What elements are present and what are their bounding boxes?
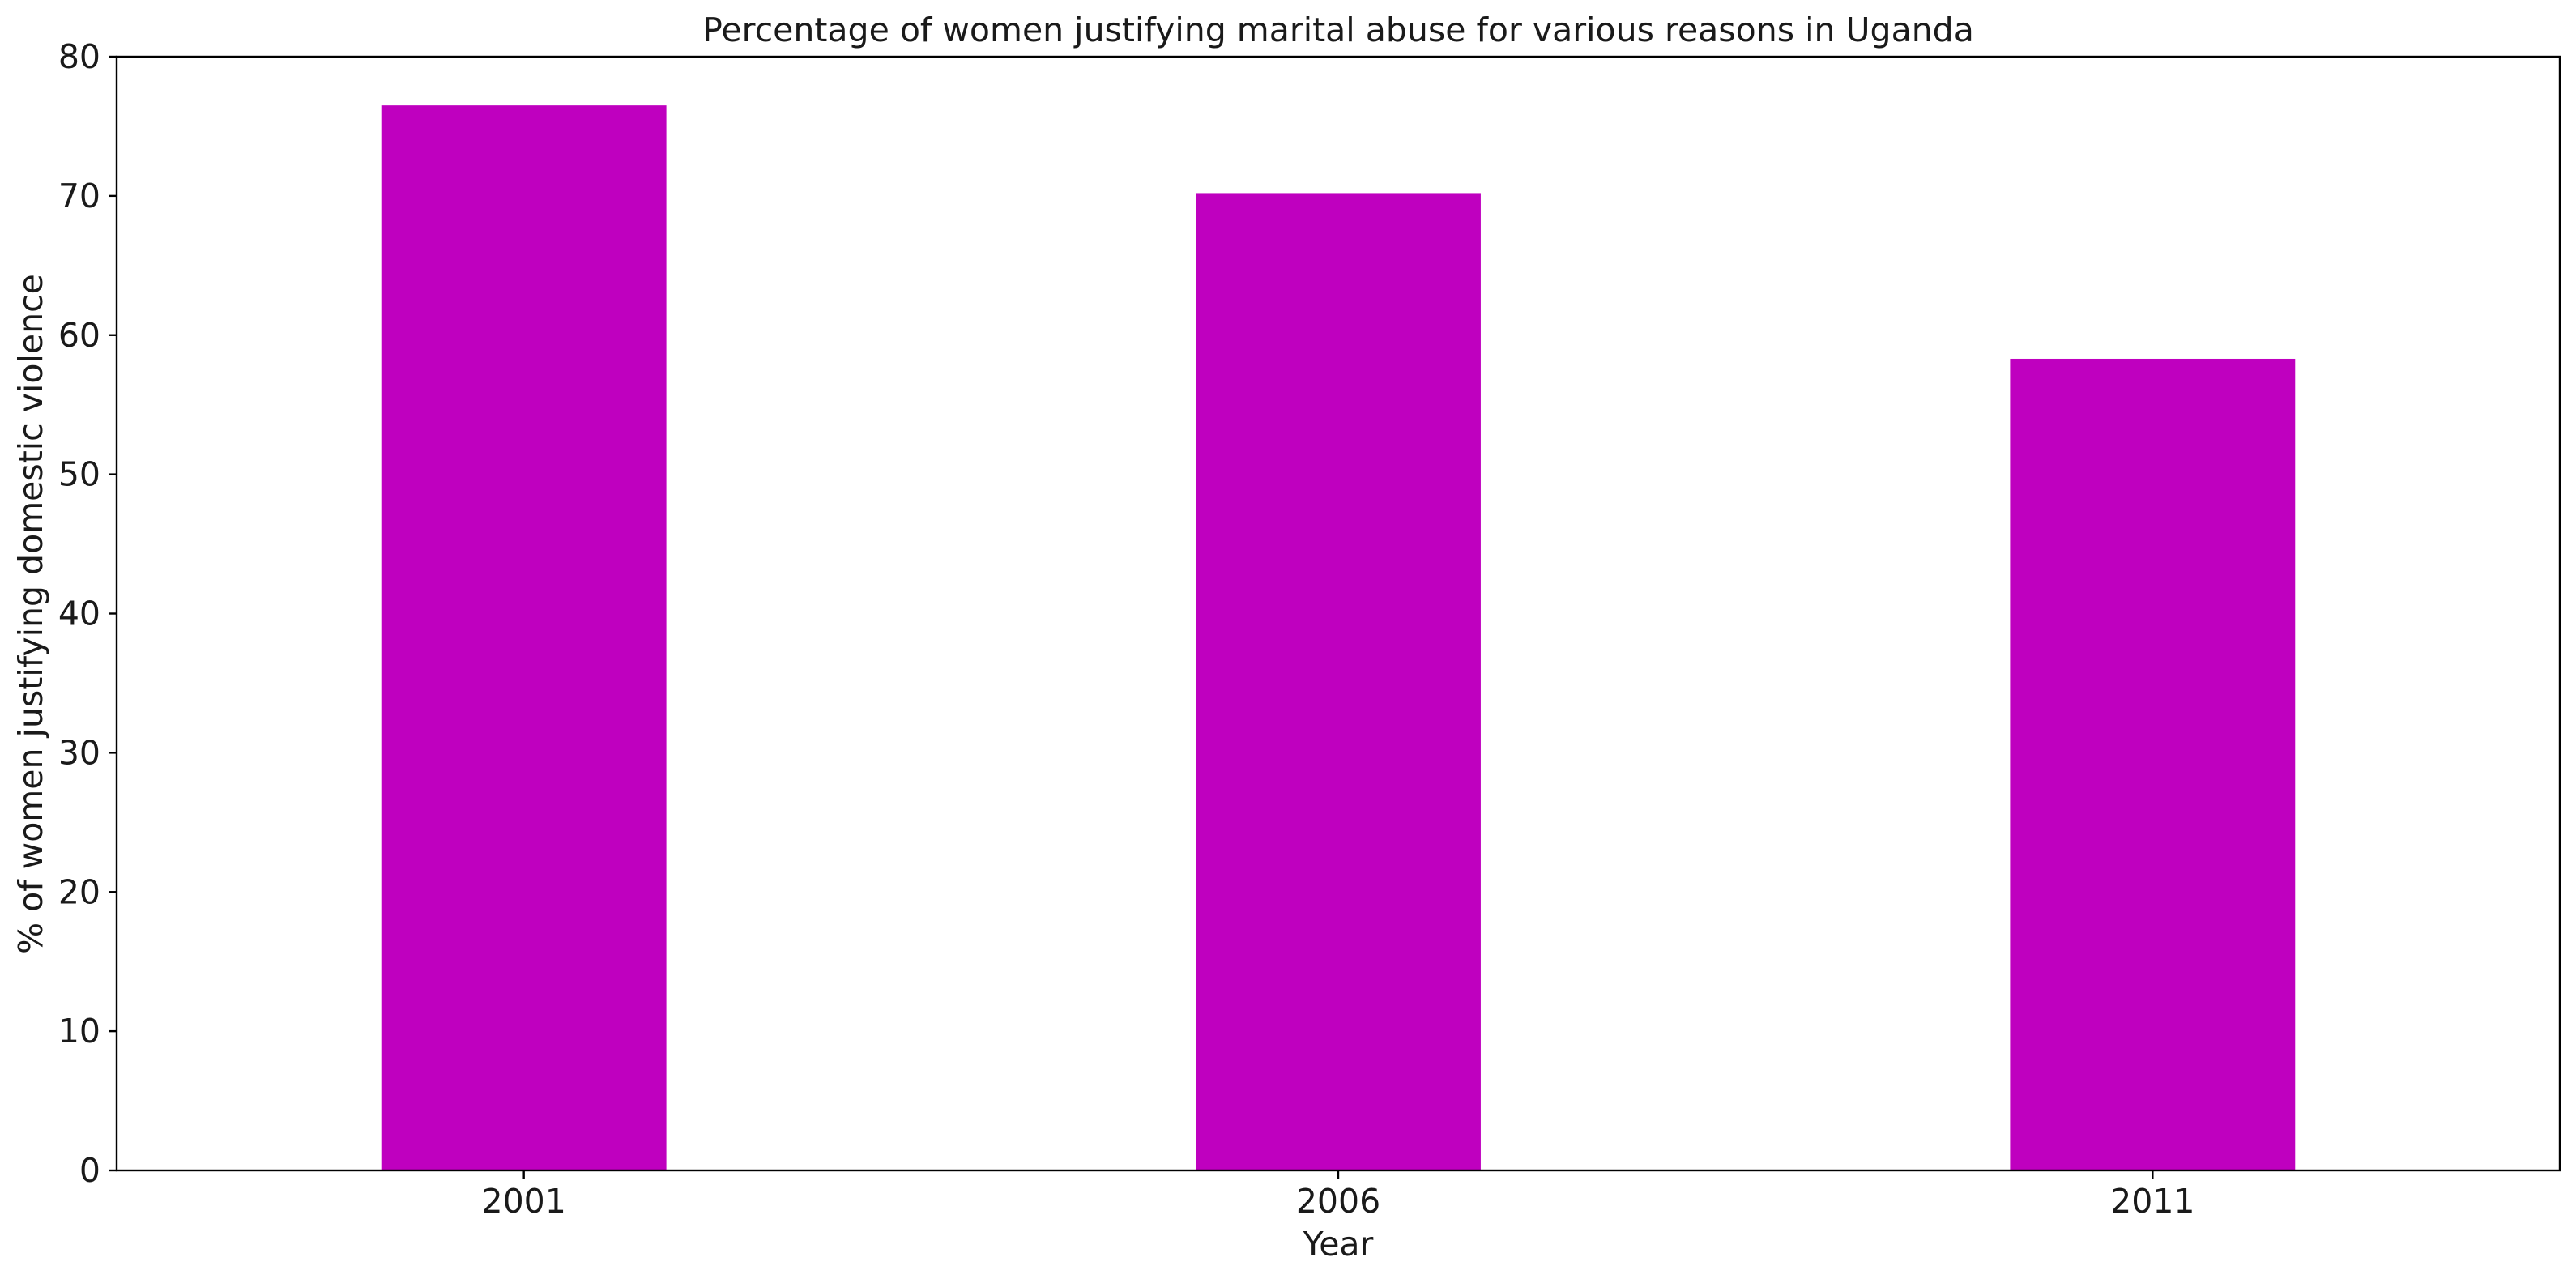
bar-2001 <box>381 105 667 1170</box>
chart-title: Percentage of women justifying marital a… <box>702 11 1974 49</box>
y-tick-label: 0 <box>79 1151 100 1190</box>
y-tick-label: 80 <box>58 37 100 76</box>
y-tick-label: 70 <box>58 177 100 215</box>
bar-2011 <box>2010 358 2296 1170</box>
bar-2006 <box>1196 193 1481 1170</box>
x-tick-label: 2011 <box>2110 1182 2194 1221</box>
y-tick-label: 30 <box>58 733 100 772</box>
y-tick-label: 50 <box>58 455 100 494</box>
x-tick-label: 2001 <box>481 1182 565 1221</box>
x-tick-label: 2006 <box>1296 1182 1380 1221</box>
y-tick-label: 10 <box>58 1012 100 1051</box>
y-tick-label: 20 <box>58 872 100 911</box>
x-axis-label: Year <box>1303 1225 1374 1264</box>
y-tick-label: 40 <box>58 595 100 633</box>
y-tick-label: 60 <box>58 316 100 355</box>
y-axis-label: % of women justifying domestic violence <box>11 274 50 954</box>
plot-area: 0 10 20 30 40 50 60 70 80 2001 2006 2011 <box>58 37 2561 1221</box>
